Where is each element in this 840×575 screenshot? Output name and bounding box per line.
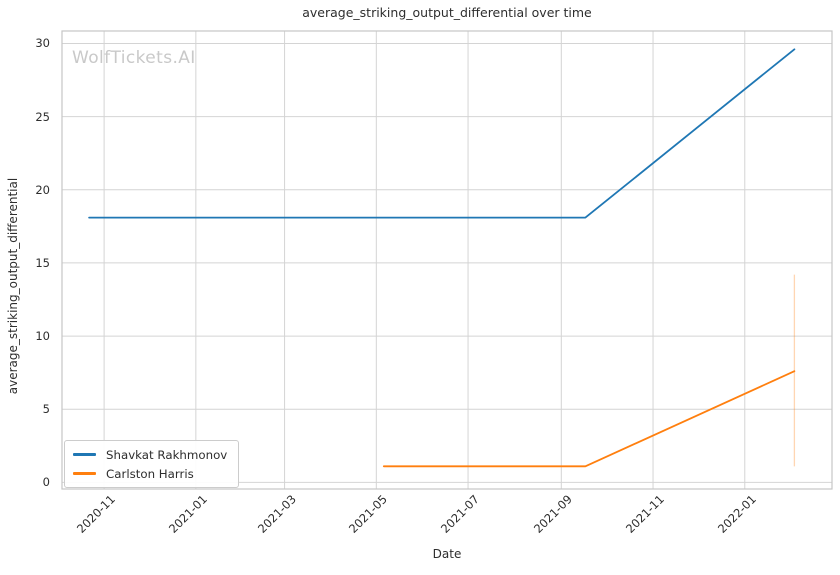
legend-item: Shavkat Rakhmonov bbox=[73, 445, 227, 464]
watermark: WolfTickets.AI bbox=[72, 48, 196, 68]
y-tick-label: 10 bbox=[35, 329, 50, 344]
y-tick-label: 25 bbox=[35, 109, 50, 124]
legend-line-swatch bbox=[73, 453, 96, 456]
legend-line-swatch bbox=[73, 472, 96, 475]
y-tick-label: 15 bbox=[35, 255, 50, 270]
y-tick-label: 0 bbox=[42, 475, 50, 490]
plot-frame bbox=[61, 30, 833, 490]
y-tick-label: 5 bbox=[42, 402, 50, 417]
x-axis-label: Date bbox=[432, 547, 462, 561]
y-tick-label: 30 bbox=[35, 36, 50, 51]
chart-title: average_striking_output_differential ove… bbox=[302, 5, 592, 20]
legend-label: Carlston Harris bbox=[106, 466, 194, 481]
series-line-shavkat-rakhmonov bbox=[88, 48, 796, 219]
legend-label: Shavkat Rakhmonov bbox=[106, 447, 228, 462]
legend-item: Carlston Harris bbox=[73, 464, 227, 483]
y-axis-label: average_striking_output_differential bbox=[6, 177, 20, 395]
series-line-carlston-harris bbox=[382, 370, 796, 468]
y-tick-label: 20 bbox=[35, 182, 50, 197]
legend: Shavkat Rakhmonov Carlston Harris bbox=[64, 440, 240, 488]
